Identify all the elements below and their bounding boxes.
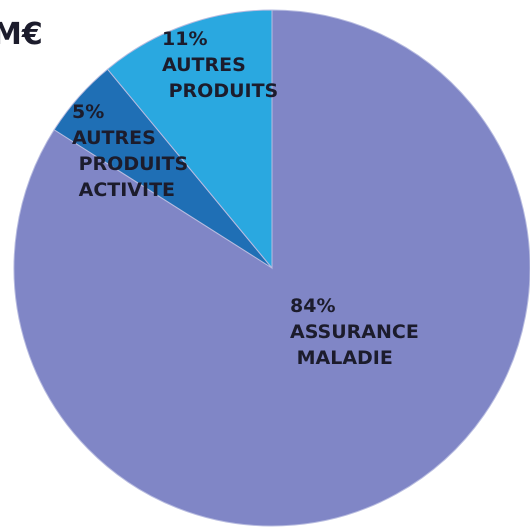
category-label: ASSURANCE MALADIE [290, 321, 419, 369]
value-label: 84% [290, 295, 335, 317]
category-label: AUTRES PRODUITS ACTIVITE [72, 127, 188, 201]
category-line: MALADIE [290, 347, 393, 369]
value-label: 11% [162, 28, 207, 50]
category-line: ACTIVITE [72, 179, 175, 201]
category-label: AUTRES PRODUITS [162, 54, 278, 102]
category-line: AUTRES [72, 127, 156, 149]
pie-slice [106, 9, 273, 270]
category-line: ASSURANCE [290, 321, 419, 343]
chart-title: M€ [0, 17, 43, 52]
category-line: PRODUITS [72, 153, 188, 175]
pie-slice [13, 9, 530, 527]
category-line: PRODUITS [162, 80, 278, 102]
category-line: AUTRES [162, 54, 246, 76]
value-label: 5% [72, 101, 104, 123]
